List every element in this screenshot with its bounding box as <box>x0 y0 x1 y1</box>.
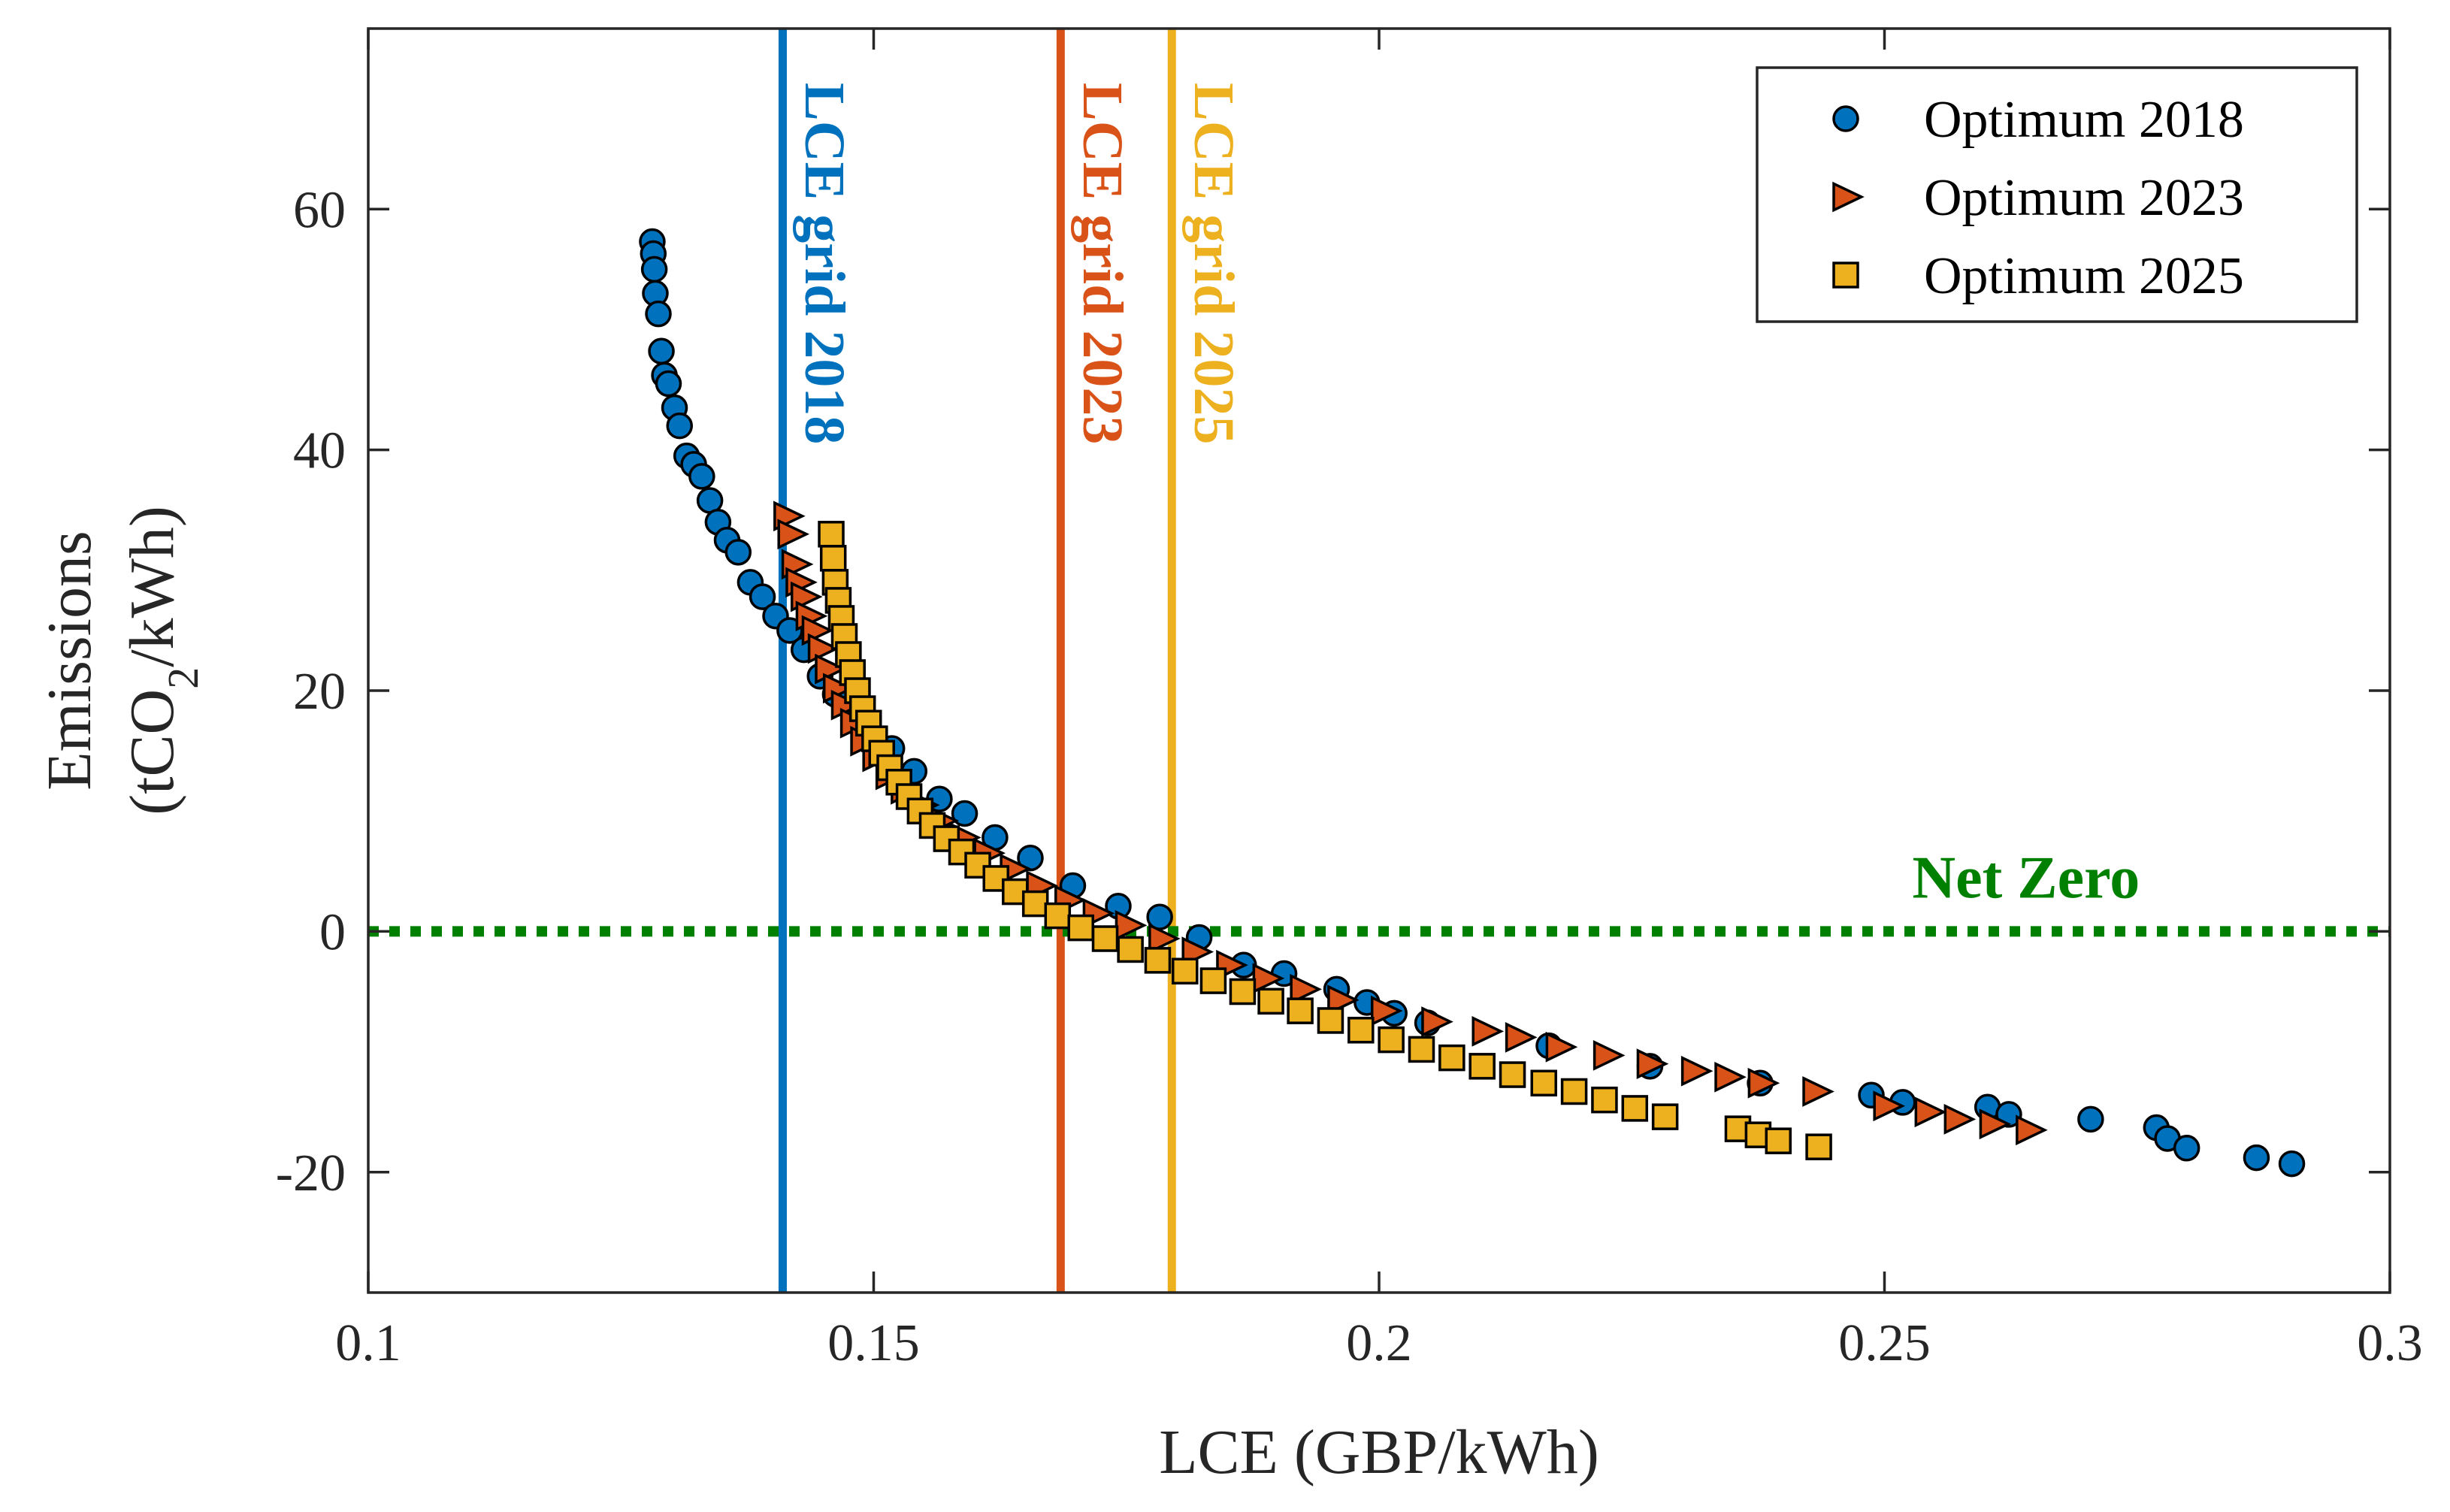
y-tick-label: -20 <box>276 1145 346 1202</box>
data-point <box>1067 914 1094 942</box>
data-point <box>1091 925 1119 952</box>
data-point <box>819 545 847 572</box>
x-axis-label: LCE (GBP/kWh) <box>1159 1417 1599 1487</box>
data-point <box>1044 902 1072 930</box>
data-point <box>1505 1022 1538 1053</box>
y-axis-label-prefix: (tCO <box>117 689 187 815</box>
data-point <box>1979 1108 2012 1140</box>
data-point <box>1943 1103 1977 1135</box>
y-axis-label-line1: Emissions <box>35 531 104 790</box>
vline-label-2: LCE grid 2025 <box>1182 83 1245 444</box>
data-point <box>1117 936 1144 963</box>
data-point <box>2173 1135 2200 1162</box>
data-point <box>1021 890 1049 918</box>
legend-label-1: Optimum 2023 <box>1924 169 2244 227</box>
y-axis-label-suffix: /kWh) <box>117 506 187 667</box>
vline-label-1: LCE grid 2023 <box>1071 83 1134 444</box>
data-point <box>818 521 845 548</box>
data-point <box>724 539 752 566</box>
data-point <box>1290 973 1322 1005</box>
y-tick-label: 20 <box>293 663 346 721</box>
data-point <box>2278 1150 2306 1178</box>
data-point <box>648 337 675 365</box>
y-axis-label-line2: (tCO2/kWh) <box>117 506 207 815</box>
series-2 <box>818 521 1832 1160</box>
data-point <box>1317 1007 1344 1034</box>
plot-area: LCE grid 2018 LCE grid 2023 LCE grid 2025 N… <box>368 29 2390 1293</box>
axes: 0.1 0.15 0.2 0.25 0.3 -20 0 20 40 60 LCE (GBP/kWh)… <box>35 27 2423 1487</box>
data-point <box>1873 1090 1906 1122</box>
legend-marker-2 <box>1832 262 1859 289</box>
data-point <box>645 300 672 328</box>
legend-label-2: Optimum 2025 <box>1924 247 2244 305</box>
data-point <box>655 370 682 398</box>
data-point <box>1472 1016 1505 1047</box>
data-point <box>1370 995 1403 1027</box>
data-point <box>1257 987 1284 1015</box>
data-point <box>1802 1076 1834 1107</box>
data-point <box>1348 1017 1375 1044</box>
data-point <box>1530 1069 1557 1097</box>
x-tick-label: 0.25 <box>1838 1314 1931 1372</box>
legend-marker-1 <box>1832 181 1865 213</box>
x-tick-label: 0.3 <box>2357 1314 2423 1372</box>
data-point <box>1560 1078 1588 1105</box>
legend: Optimum 2018 Optimum 2023 Optimum 2025 <box>1756 66 2358 323</box>
data-point <box>1747 1067 1780 1099</box>
data-point <box>2016 1114 2048 1146</box>
data-point <box>1651 1103 1679 1130</box>
legend-label-0: Optimum 2018 <box>1924 91 2244 149</box>
data-point <box>1438 1044 1465 1072</box>
vline-label-0: LCE grid 2018 <box>793 83 856 444</box>
data-point <box>1468 1053 1496 1080</box>
data-point <box>749 583 776 610</box>
x-tick-label: 0.1 <box>335 1314 401 1372</box>
legend-marker-0 <box>1832 105 1859 132</box>
data-point <box>1805 1133 1832 1160</box>
data-point <box>1408 1036 1435 1063</box>
data-point <box>1765 1127 1792 1154</box>
data-point <box>1148 923 1181 954</box>
data-point <box>1621 1095 1649 1122</box>
data-point <box>777 519 810 550</box>
data-point <box>666 412 694 440</box>
y-axis-label-subscript: 2 <box>159 667 207 689</box>
data-point <box>2243 1144 2270 1172</box>
data-point <box>951 800 978 827</box>
y-tick-label: 0 <box>319 903 346 961</box>
y-tick-label: 40 <box>293 422 346 480</box>
data-point <box>1144 947 1172 974</box>
data-point <box>1591 1086 1618 1114</box>
data-point <box>1421 1006 1453 1037</box>
data-point <box>688 463 715 490</box>
y-tick-label: 60 <box>293 181 346 239</box>
data-point <box>1545 1031 1578 1063</box>
data-point <box>1378 1026 1405 1054</box>
data-point <box>1914 1096 1947 1128</box>
data-point <box>1199 967 1227 994</box>
data-point <box>1592 1040 1626 1071</box>
data-point <box>1714 1061 1747 1093</box>
data-point <box>1172 957 1199 985</box>
data-point <box>1327 984 1360 1016</box>
data-point <box>1680 1055 1713 1087</box>
data-point <box>1017 844 1044 872</box>
data-point <box>1229 978 1257 1005</box>
data-point <box>1636 1048 1669 1080</box>
data-point <box>1499 1061 1526 1088</box>
data-point <box>640 256 668 283</box>
x-tick-label: 0.2 <box>1346 1314 1412 1372</box>
net-zero-label: Net Zero <box>1912 845 2140 911</box>
data-point <box>1287 997 1314 1024</box>
x-tick-label: 0.15 <box>827 1314 920 1372</box>
data-point <box>2077 1105 2104 1133</box>
